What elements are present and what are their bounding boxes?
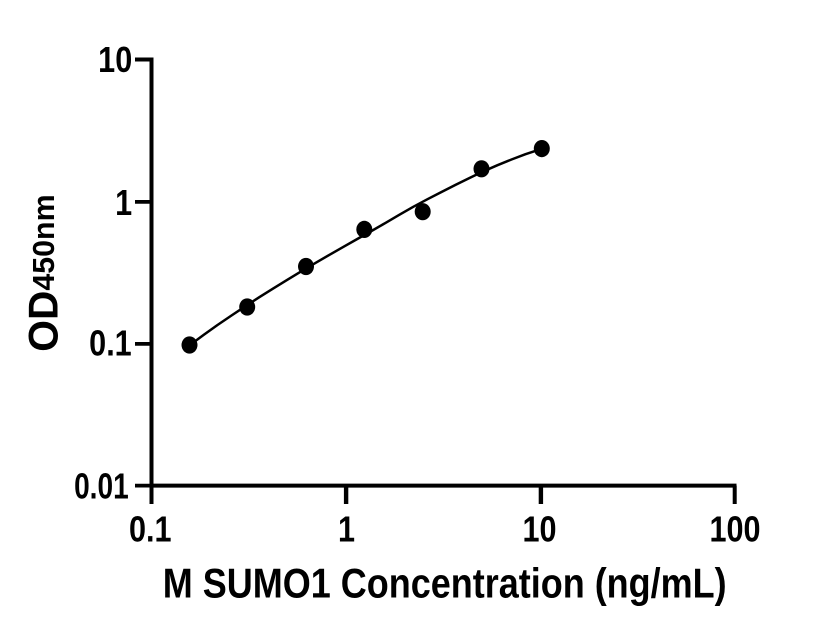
svg-text:10: 10: [98, 41, 132, 81]
svg-text:0.1: 0.1: [129, 510, 172, 550]
svg-text:100: 100: [709, 510, 760, 550]
svg-text:10: 10: [522, 510, 556, 550]
svg-text:OD450nm: OD450nm: [20, 194, 66, 351]
svg-text:0.1: 0.1: [89, 324, 132, 364]
svg-text:1: 1: [115, 184, 132, 224]
svg-text:M SUMO1 Concentration (ng/mL): M SUMO1 Concentration (ng/mL): [163, 561, 727, 607]
svg-text:0.01: 0.01: [74, 466, 129, 506]
svg-text:1: 1: [338, 510, 355, 550]
